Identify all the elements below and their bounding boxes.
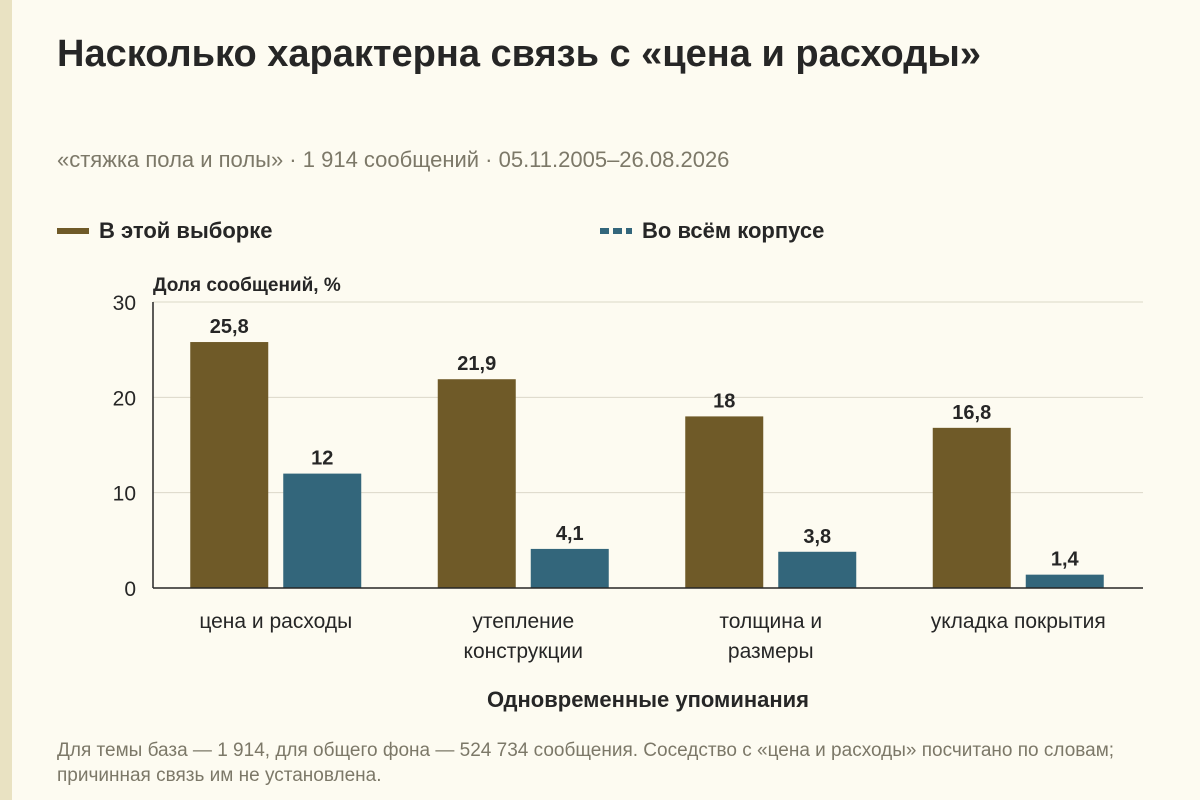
x-tick-label: конструкции — [464, 640, 583, 663]
data-label: 25,8 — [210, 316, 249, 338]
y-tick-label: 10 — [113, 483, 136, 506]
x-tick-label: утепление — [472, 610, 574, 633]
bar — [685, 416, 764, 588]
data-label: 3,8 — [803, 526, 831, 548]
x-tick-label: укладка покрытия — [931, 610, 1106, 633]
footnote: Для темы база — 1 914, для общего фона —… — [57, 740, 1115, 786]
legend-label-corpus: Во всём корпусе — [642, 218, 825, 243]
x-tick-label: цена и расходы — [199, 610, 352, 633]
data-label: 1,4 — [1051, 549, 1080, 571]
legend-swatch-sample — [57, 228, 89, 234]
chart-title: Насколько характерна связь с «цена и рас… — [57, 33, 981, 75]
legend-swatch-corpus — [600, 228, 632, 234]
left-accent-bar — [0, 0, 12, 800]
bar — [778, 551, 857, 588]
chart-subtitle: «стяжка пола и полы» · 1 914 сообщений ·… — [57, 147, 730, 172]
data-label: 21,9 — [457, 353, 496, 375]
bar — [932, 427, 1011, 588]
legend-label-sample: В этой выборке — [99, 218, 273, 243]
x-tick-label: размеры — [728, 640, 814, 663]
bar — [190, 342, 269, 588]
y-axis-label: Доля сообщений, % — [153, 275, 341, 296]
data-label: 12 — [311, 448, 333, 470]
y-tick-label: 30 — [113, 292, 136, 315]
x-tick-label: толщина и — [719, 610, 822, 633]
data-label: 4,1 — [556, 523, 584, 545]
legend-item-corpus: Во всём корпусе — [600, 218, 824, 244]
bar — [283, 473, 362, 588]
data-label: 16,8 — [952, 402, 991, 424]
bar — [1025, 574, 1104, 588]
data-label: 18 — [713, 390, 735, 412]
bar — [530, 548, 609, 588]
y-tick-label: 20 — [113, 387, 136, 410]
bar — [437, 379, 516, 588]
legend-item-sample: В этой выборке — [57, 218, 272, 244]
y-tick-label: 0 — [124, 578, 136, 601]
x-axis-label: Одновременные упоминания — [487, 687, 809, 712]
